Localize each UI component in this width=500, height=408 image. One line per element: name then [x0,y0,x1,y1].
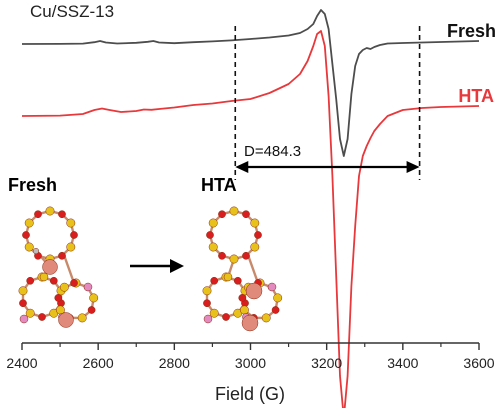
structure-atom [245,282,263,300]
structure-bond [246,254,260,284]
x-axis-label: Field (G) [215,384,285,404]
structure-atom [49,276,58,285]
structure-atom [58,251,66,260]
structure-atom [223,272,233,282]
fresh-zeolite-structure-illustration [18,206,99,328]
d-spacing-arrow [235,161,420,173]
structure-bond [62,254,76,284]
x-tick-label-3200: 3200 [311,355,342,371]
structure-atom [242,251,250,260]
structure-atom [70,279,78,287]
structure-atom [54,294,63,302]
series-label-hta: HTA [458,86,494,106]
structure-atom [42,259,58,275]
structure-atom [203,299,211,308]
structure-atom [38,313,46,321]
structure-atom [70,231,78,239]
structure-atom [218,251,226,260]
structure-atom [58,312,74,328]
structure-atom [25,308,35,318]
structure-atom [206,231,214,239]
structure-atom [239,305,249,315]
structure-atom [229,206,239,216]
series-label-fresh: Fresh [447,21,496,41]
structure-atom [26,276,35,285]
structure-atom [210,276,219,285]
structure-atom [66,218,76,228]
structure-atom [208,218,218,228]
structure-atom [24,242,34,252]
hta-zeolite-structure-illustration [202,206,283,332]
x-tick-label-3000: 3000 [235,355,266,371]
structure-atom [273,293,283,303]
structure-atom [250,218,260,228]
structure-atom [229,254,239,264]
chart-title: Cu/SSZ-13 [30,2,114,21]
structure-atom [19,299,27,308]
inset-label-hta: HTA [201,175,237,195]
reference-lines [234,26,421,180]
structure-atom [202,286,212,296]
structure-atom [203,314,213,324]
structure-atom [66,242,76,252]
x-tick-label-2600: 2600 [83,355,114,371]
structure-atom [208,242,218,252]
structure-atom [34,210,42,219]
structure-atom [89,293,99,303]
structure-atom [250,242,260,252]
x-tick-label-3600: 3600 [463,355,494,371]
x-tick-label-2800: 2800 [159,355,190,371]
series-line-fresh [21,9,480,157]
transition-arrow [130,259,184,273]
structure-atom [254,231,262,239]
d-arrow-head-right [406,161,420,173]
structure-atom [241,314,259,332]
x-tick-label-3400: 3400 [387,355,418,371]
x-axis-ticks: 2400 2600 2800 3000 3200 3400 3600 [6,343,495,371]
structure-atom [39,272,49,282]
structure-atom [267,282,277,292]
structure-atom [209,308,219,318]
structure-atom [271,306,280,314]
structure-atom [238,294,247,302]
series-line-hta [21,30,480,408]
structure-atom [222,313,230,321]
structure-atom [18,286,28,296]
structure-atom [83,282,93,292]
x-tick-label-2400: 2400 [6,355,37,371]
structure-inset: Fresh HTA [8,175,283,332]
structure-atom [59,282,69,292]
inset-label-fresh: Fresh [8,175,57,195]
structure-atom [77,313,87,323]
structure-atom [24,218,34,228]
structure-atom [32,247,40,255]
structure-atom [19,314,29,324]
d-value-label: D=484.3 [244,143,301,160]
structure-atom [87,306,96,314]
structure-atom [242,210,250,219]
structure-atom [45,206,55,216]
structure-atom [261,313,271,323]
structure-atom [233,276,242,285]
structure-atom [22,231,30,239]
structure-atom [58,210,66,219]
structure-atom [218,210,226,219]
d-arrow-head-left [235,161,249,173]
spectrum-traces [21,9,480,408]
